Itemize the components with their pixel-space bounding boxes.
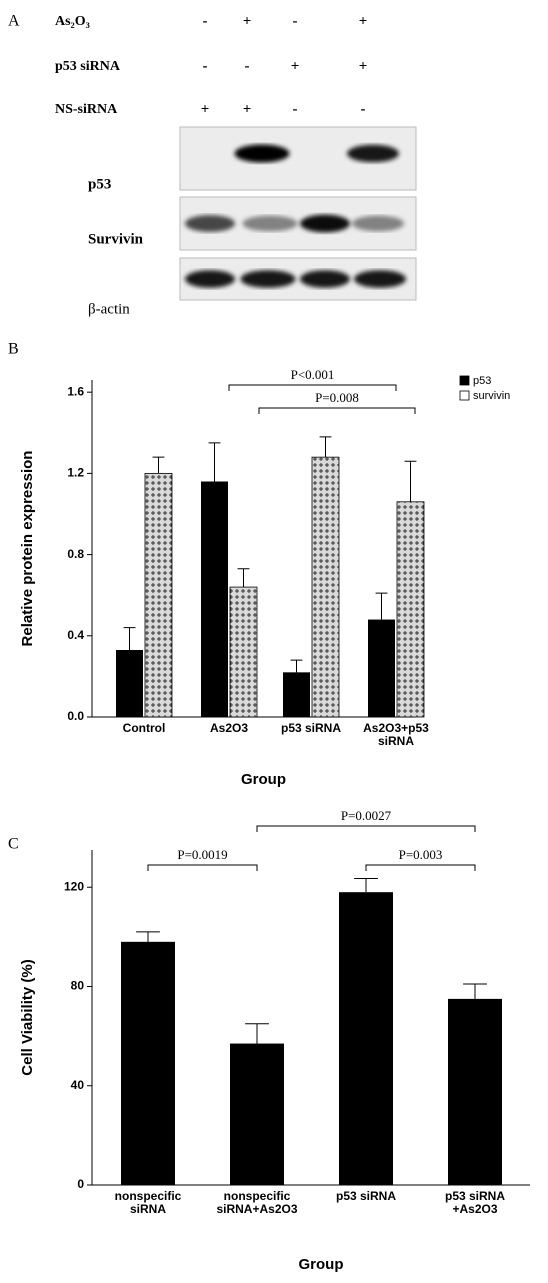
x-tick-label-box: nonspecific siRNA — [98, 1190, 198, 1224]
x-tick-label-box: nonspecific siRNA+As2O3 — [207, 1190, 307, 1224]
x-tick-label: Control — [99, 722, 189, 735]
blot-label: β-actin — [88, 301, 130, 317]
x-tick-label: p53 siRNA — [316, 1190, 416, 1203]
row-label: p53 siRNA — [55, 59, 121, 74]
band — [185, 215, 235, 232]
x-tick-label-box: p53 siRNA — [316, 1190, 416, 1224]
sign: - — [361, 101, 366, 117]
x-tick-label: As2O3+p53 siRNA — [351, 722, 441, 748]
x-tick-label: p53 siRNA +As2O3 — [425, 1190, 525, 1216]
bar — [283, 672, 310, 717]
sign: - — [245, 58, 250, 74]
significance-label: P<0.001 — [291, 367, 335, 382]
error-bar — [376, 593, 388, 619]
y-tick-label: 0.8 — [67, 547, 84, 561]
significance-label: P=0.0027 — [341, 808, 392, 823]
band — [185, 270, 235, 288]
band — [347, 145, 399, 163]
y-tick-label: 0 — [77, 1177, 84, 1191]
significance-bracket — [366, 865, 475, 871]
sign: + — [201, 101, 210, 117]
error-bar — [245, 1024, 269, 1044]
bar — [121, 942, 175, 1185]
x-tick-label-box: As2O3 — [184, 722, 274, 756]
bar — [201, 482, 228, 717]
error-bar — [463, 984, 487, 999]
x-tick-label: p53 siRNA — [266, 722, 356, 735]
legend-label: survivin — [473, 390, 510, 402]
significance-bracket — [229, 385, 396, 391]
panel-label: A — [8, 13, 20, 30]
blot-label: Survivin — [88, 231, 144, 247]
blot-label: p53 — [88, 176, 111, 192]
row-label: NS-siRNA — [55, 102, 118, 117]
x-axis-label: Group — [241, 771, 286, 788]
sign: - — [203, 58, 208, 74]
bar — [116, 650, 143, 717]
significance-label: P=0.0019 — [177, 847, 227, 862]
y-tick-label: 1.2 — [67, 466, 84, 480]
error-bar — [405, 461, 417, 502]
band — [352, 216, 404, 232]
error-bar — [291, 660, 303, 672]
band — [354, 270, 406, 288]
sign: - — [293, 101, 298, 117]
x-axis-label: Group — [299, 1256, 344, 1273]
band — [300, 270, 350, 288]
bar — [230, 1044, 284, 1185]
y-tick-label: 0.0 — [67, 709, 84, 723]
bar — [368, 620, 395, 717]
legend-swatch — [460, 391, 469, 400]
x-tick-label-box: p53 siRNA +As2O3 — [425, 1190, 525, 1224]
row-label: As₂O₃ — [55, 14, 90, 29]
sign: + — [243, 101, 252, 117]
significance-bracket — [257, 826, 475, 832]
y-tick-label: 120 — [64, 879, 84, 893]
bar — [448, 999, 502, 1185]
error-bar — [136, 932, 160, 942]
y-axis-label: Cell Viability (%) — [19, 959, 36, 1075]
band — [235, 145, 290, 163]
sign: + — [359, 58, 368, 74]
panel-label: B — [8, 341, 19, 358]
figure: A As₂O₃ - + - + p53 siRNA - - + + NS-siRNA + + - - p53 Su… — [0, 0, 548, 1283]
error-bar — [354, 879, 378, 893]
legend-swatch — [460, 376, 469, 385]
significance-bracket — [259, 408, 415, 414]
x-tick-label-box: Control — [99, 722, 189, 756]
band — [300, 215, 350, 233]
bar — [339, 892, 393, 1185]
significance-label: P=0.008 — [315, 390, 359, 405]
x-tick-label-box: p53 siRNA — [266, 722, 356, 756]
band — [243, 216, 298, 232]
sign: + — [359, 13, 368, 29]
x-tick-label: nonspecific siRNA — [98, 1190, 198, 1216]
bar — [230, 587, 257, 717]
sign: + — [291, 58, 300, 74]
error-bar — [238, 569, 250, 587]
error-bar — [124, 628, 136, 650]
error-bar — [153, 457, 165, 473]
bar — [145, 473, 172, 717]
x-tick-label: nonspecific siRNA+As2O3 — [207, 1190, 307, 1216]
error-bar — [320, 437, 332, 457]
sign: + — [243, 13, 252, 29]
band — [241, 270, 296, 288]
y-tick-label: 80 — [71, 979, 85, 993]
y-axis-label: Relative protein expression — [19, 451, 36, 647]
bar — [312, 457, 339, 717]
panel-label: C — [8, 836, 19, 853]
error-bar — [209, 443, 221, 482]
significance-label: P=0.003 — [399, 847, 443, 862]
legend-label: p53 — [473, 375, 491, 387]
significance-bracket — [148, 865, 257, 871]
y-tick-label: 1.6 — [67, 384, 84, 398]
x-tick-label: As2O3 — [184, 722, 274, 735]
bar — [397, 502, 424, 717]
sign: - — [203, 13, 208, 29]
y-tick-label: 0.4 — [67, 628, 84, 642]
y-tick-label: 40 — [71, 1078, 85, 1092]
sign: - — [293, 13, 298, 29]
x-tick-label-box: As2O3+p53 siRNA — [351, 722, 441, 756]
